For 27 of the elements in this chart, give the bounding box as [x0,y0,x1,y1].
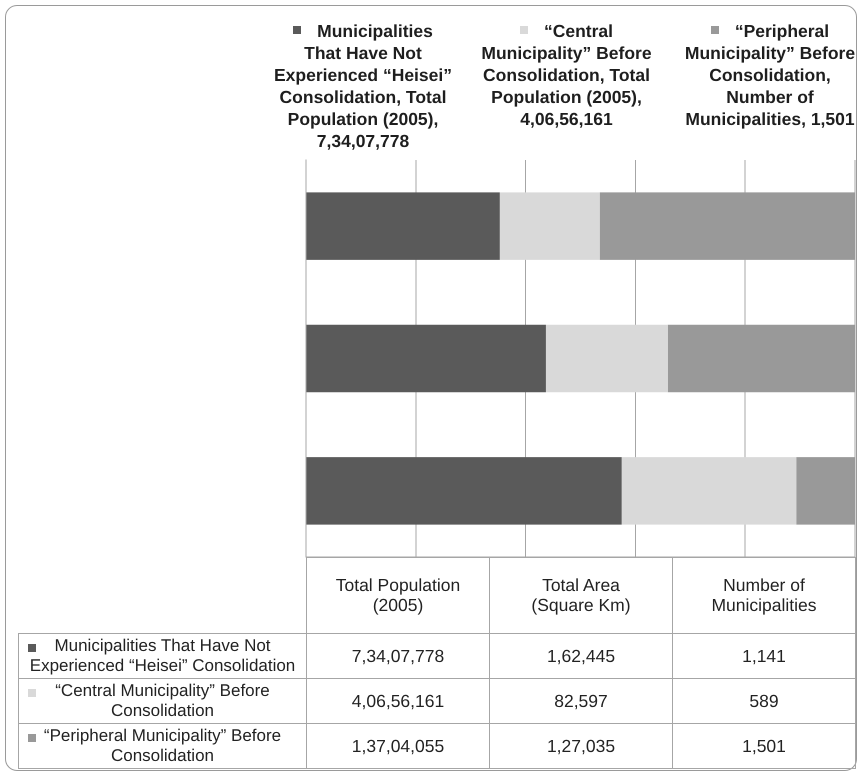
bar [622,457,796,525]
bar [600,192,855,260]
category-label: Number of Municipalities [672,557,856,633]
text: 1,141 [742,646,786,666]
category-label: “Central Municipality” Before Consolidation [55,680,270,720]
category-label: Total Area (Square Km) [490,557,672,633]
text: 1,501 [742,736,786,756]
text: 1,62,445 [546,646,616,666]
bar [306,457,622,525]
text: 1,27,035 [546,736,616,756]
bar [796,457,855,525]
text: 82,597 [554,690,608,710]
category-label: “Peripheral Municipality” Before Consolidation [44,726,282,764]
text: 7,34,07,778 [352,646,444,666]
text: “Peripheral Municipality” Before Consolidation, Number of Municipalities, 1,501 [684,21,856,129]
bar [668,324,855,392]
bar [500,192,600,260]
text: 589 [749,690,779,710]
bar [546,324,668,392]
text: 1,37,04,055 [352,736,444,756]
bar [306,324,546,392]
text: Municipalities That Have Not Experienced “Heisei” Consolidation, Total Population (2005), 7,34,07,778 [274,21,452,151]
text: “Central Municipality” Before Consolidation, Total Population (2005), 4,06,56,161 [481,21,652,129]
bar [306,192,500,260]
category-label: Total Population (2005) [306,557,490,633]
text: 4,06,56,161 [352,690,444,710]
category-label: Municipalities That Have Not Experienced “Heisei” Consolidation [30,636,296,674]
